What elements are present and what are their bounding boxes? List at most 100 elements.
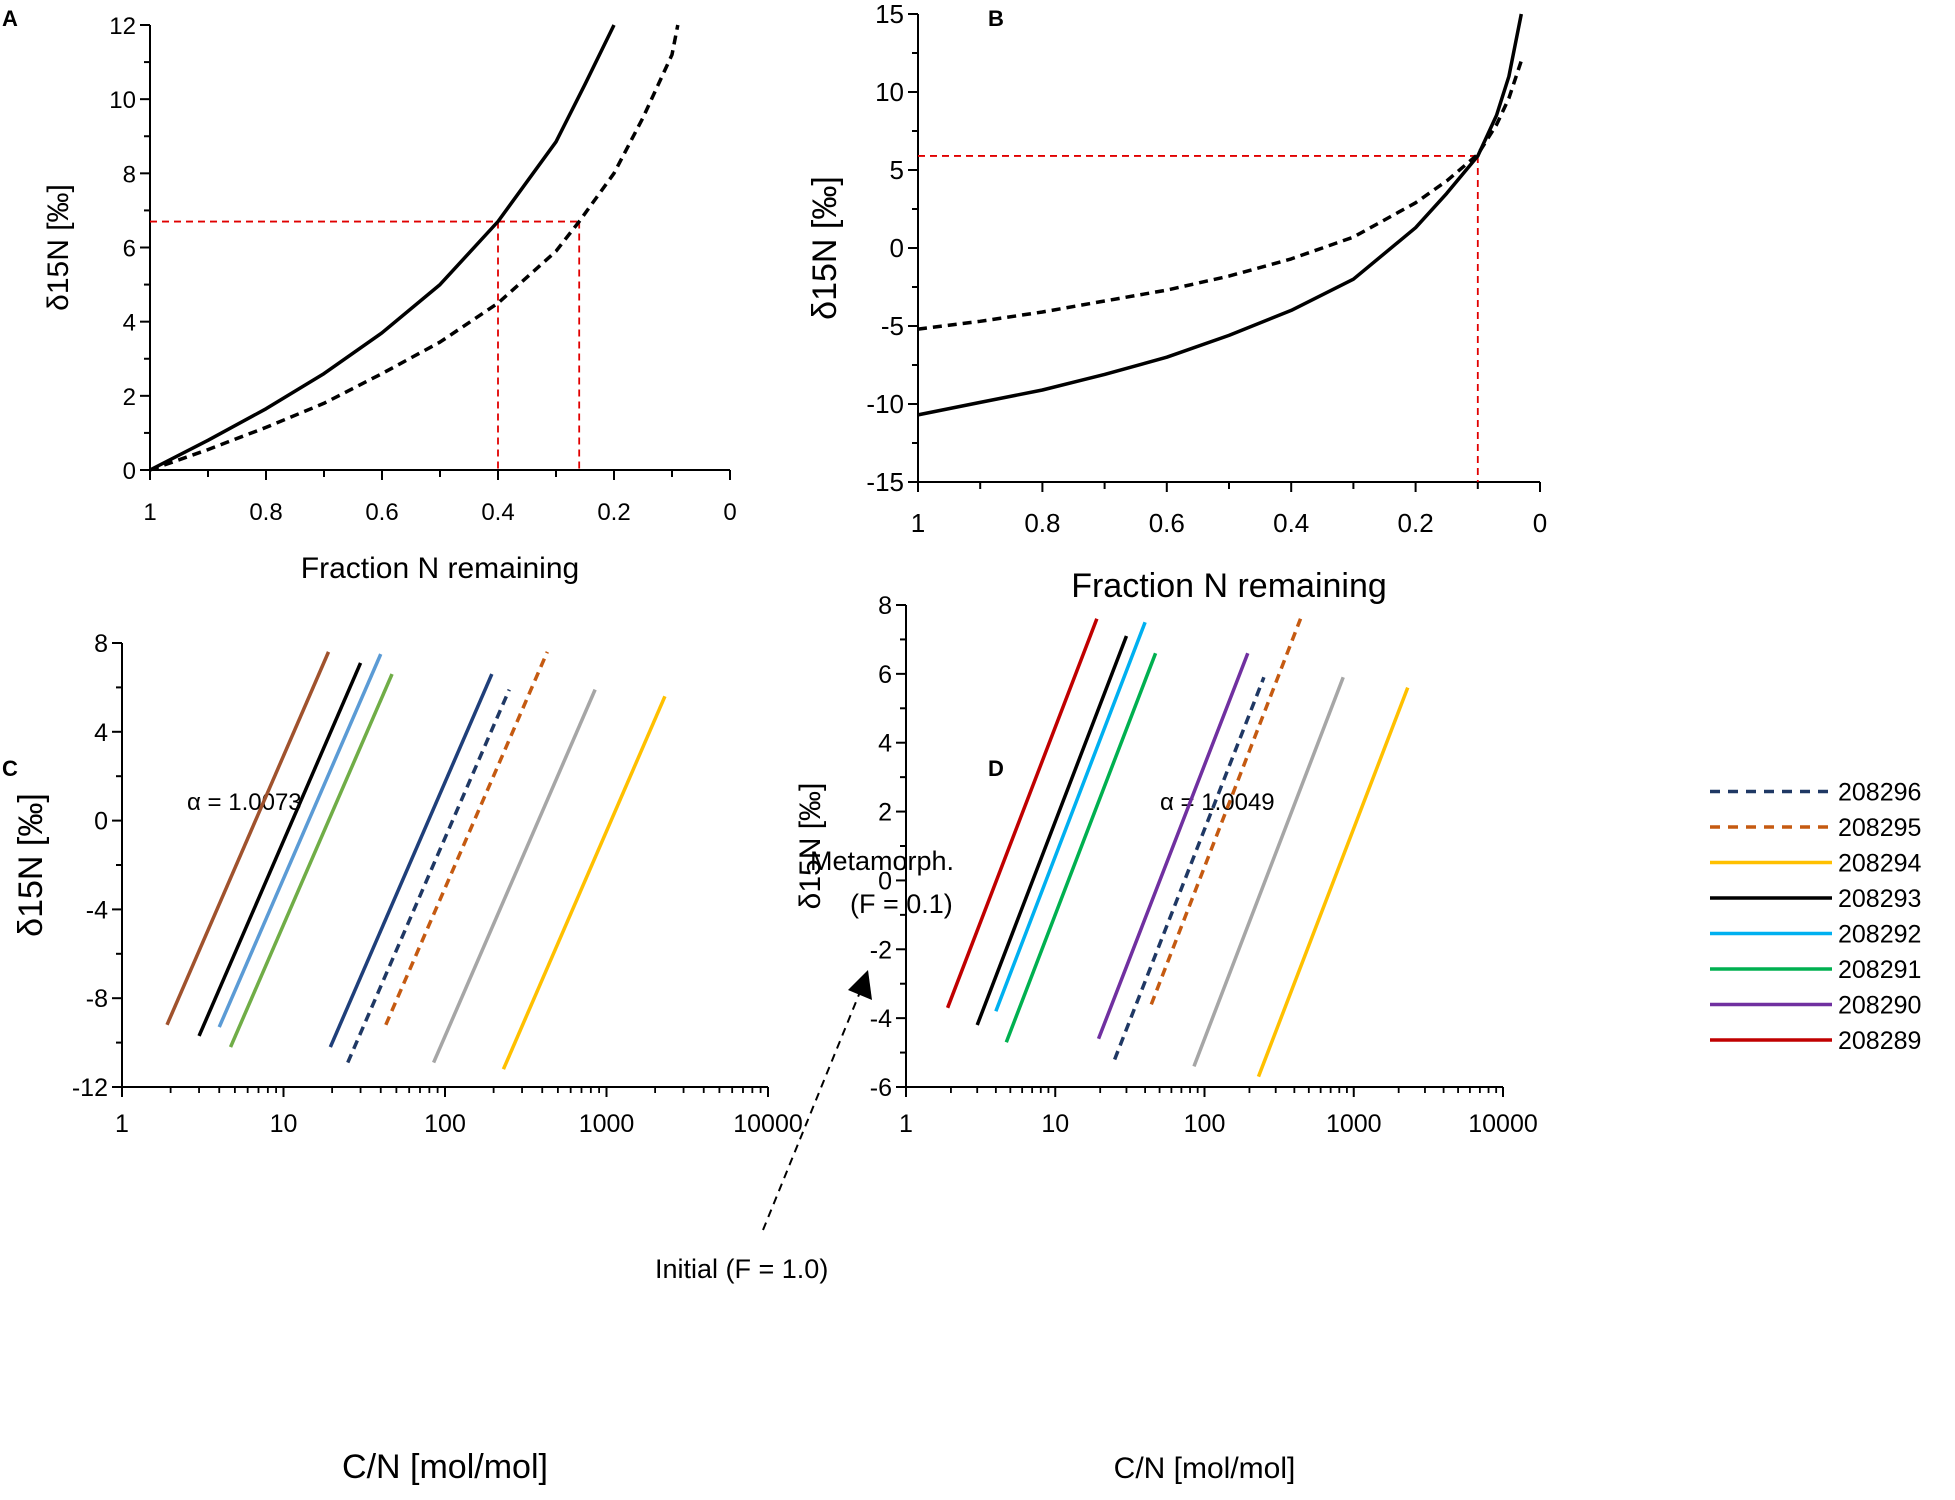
y-tick-label: 4: [94, 719, 108, 747]
x-tick-label: 0.6: [1149, 508, 1185, 538]
series-208289-line: [945, 618, 1099, 1009]
x-axis-label: Fraction N remaining: [1071, 567, 1387, 605]
x-tick-label: 0.2: [597, 499, 630, 526]
series-208290-line: [328, 673, 494, 1048]
series-208296-line: [346, 688, 511, 1064]
legend-label-208294: 208294: [1838, 850, 1922, 878]
x-tick-label: 1000: [1326, 1110, 1382, 1138]
y-tick-label: -6: [870, 1074, 892, 1102]
y-tick-label: 4: [123, 310, 136, 337]
y-tick-label: 0: [890, 233, 904, 263]
trend-arrowhead: [848, 970, 872, 1000]
panel-b: B -15 -10 -5 0 5 10 15 1 0.8 0.6 0.4 0.2 0 Fraction N…: [806, 0, 1547, 605]
y-tick-label: 4: [878, 730, 892, 758]
x-tick-label: 10000: [733, 1110, 803, 1138]
y-tick-label: 8: [878, 592, 892, 620]
x-tick-label: 0.2: [1398, 508, 1434, 538]
legend: 208296 208295 208294 208293 208292 208291 2082…: [1710, 779, 1922, 1055]
series-unlabeled-grey-line: [431, 688, 597, 1064]
y-tick-label: 0: [94, 808, 108, 836]
series-208294-line: [501, 695, 667, 1070]
panel-letter: D: [988, 756, 1004, 781]
y-tick-label: -8: [86, 985, 108, 1013]
panel-a: A 0 2 4 6 8 10 12 1 0.8 0.6 0.4 0.2 0 Fraction N rema…: [2, 6, 737, 585]
y-tick-label: 15: [875, 0, 904, 29]
legend-label-208291: 208291: [1838, 956, 1921, 984]
y-tick-label: -15: [866, 467, 904, 497]
x-axis-label: C/N [mol/mol]: [342, 1448, 548, 1486]
x-tick-label: 100: [1184, 1110, 1226, 1138]
x-axis-label: Fraction N remaining: [301, 552, 579, 585]
y-tick-label: 0: [123, 458, 136, 485]
x-tick-label: 1: [143, 499, 156, 526]
panel-letter: C: [2, 756, 18, 781]
x-tick-label: 0.6: [365, 499, 398, 526]
panel-letter: A: [2, 6, 18, 31]
x-tick-label: 10000: [1468, 1110, 1538, 1138]
series-unlabeled-grey-line: [1192, 676, 1345, 1067]
y-tick-label: -4: [870, 1005, 892, 1033]
panel-c: C α = 1.0073 Metamorph. (F = 0.1) Initia…: [2, 630, 954, 1486]
x-tick-label: 0.8: [249, 499, 282, 526]
y-axis-label: δ15N [‰]: [42, 184, 75, 311]
alpha-annotation: α = 1.0073: [187, 789, 302, 816]
series-dashed-line: [917, 60, 1523, 331]
y-tick-label: 6: [123, 236, 136, 263]
x-tick-label: 10: [1041, 1110, 1069, 1138]
trend-arrow: [762, 991, 861, 1231]
legend-label-208293: 208293: [1838, 885, 1921, 913]
series-solid-line: [149, 24, 616, 472]
legend-label-208289: 208289: [1838, 1027, 1921, 1055]
y-tick-label: -2: [870, 936, 892, 964]
x-tick-label: 0.4: [1273, 508, 1309, 538]
series-208291-line: [228, 673, 394, 1048]
y-tick-label: 2: [878, 799, 892, 827]
y-tick-label: -10: [866, 389, 904, 419]
series-208293-line: [197, 662, 363, 1037]
series-208293-line: [975, 635, 1129, 1026]
y-tick-label: -12: [72, 1074, 108, 1102]
x-tick-label: 0.4: [481, 499, 514, 526]
series-208292-line: [994, 621, 1147, 1012]
y-tick-label: 2: [123, 384, 136, 411]
series-solid-line: [917, 13, 1524, 417]
y-tick-label: 5: [890, 155, 904, 185]
y-tick-label: 6: [878, 661, 892, 689]
series-208294-line: [1256, 687, 1410, 1078]
series-208290-line: [1096, 652, 1250, 1040]
x-tick-label: 100: [424, 1110, 466, 1138]
y-axis-label: δ15N [‰]: [806, 176, 844, 320]
y-axis-label: δ15N [‰]: [794, 783, 827, 910]
initial-label: Initial (F = 1.0): [655, 1254, 828, 1284]
y-tick-label: 10: [875, 77, 904, 107]
legend-label-208296: 208296: [1838, 779, 1921, 807]
series-208289-line: [165, 651, 331, 1026]
series-208292-line: [217, 653, 383, 1028]
y-tick-label: 0: [878, 867, 892, 895]
panel-letter: B: [988, 6, 1004, 31]
series-208291-line: [1004, 652, 1158, 1043]
x-tick-label: 1000: [579, 1110, 635, 1138]
y-tick-label: -5: [881, 311, 904, 341]
x-tick-label: 0: [1533, 508, 1547, 538]
x-tick-label: 1: [899, 1110, 913, 1138]
x-axis-label: C/N [mol/mol]: [1114, 1452, 1296, 1485]
x-tick-label: 0: [723, 499, 736, 526]
series-dashed-line: [149, 24, 680, 472]
y-tick-label: 8: [123, 161, 136, 188]
y-tick-label: -4: [86, 896, 108, 924]
x-tick-label: 1: [911, 508, 925, 538]
legend-label-208292: 208292: [1838, 921, 1921, 949]
y-tick-label: 10: [109, 87, 136, 114]
y-tick-label: 8: [94, 630, 108, 658]
y-axis-label: δ15N [‰]: [12, 793, 50, 937]
legend-label-208295: 208295: [1838, 814, 1921, 842]
series-208295-line: [1149, 618, 1303, 1006]
y-tick-label: 12: [109, 13, 136, 40]
x-tick-label: 1: [115, 1110, 129, 1138]
x-tick-label: 0.8: [1024, 508, 1060, 538]
series-208295-line: [384, 651, 549, 1026]
legend-label-208290: 208290: [1838, 992, 1921, 1020]
